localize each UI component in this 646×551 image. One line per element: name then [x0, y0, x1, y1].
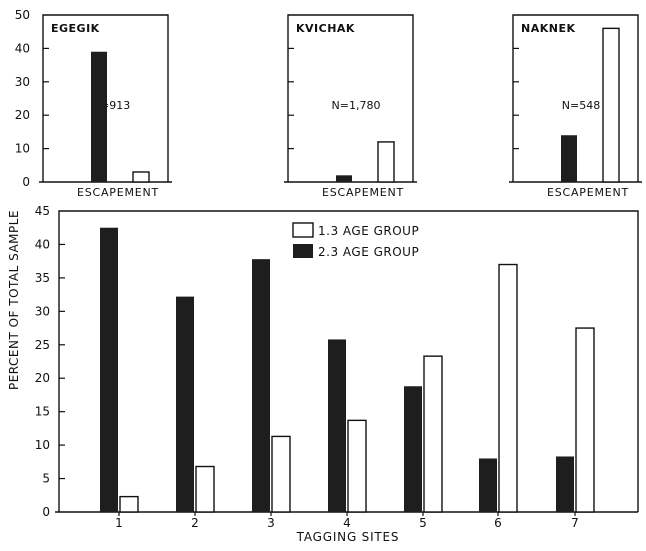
main-frame: [58, 210, 639, 512]
bar-2-3-age-group: [328, 339, 346, 512]
legend-label-2-3: 2.3 AGE GROUP: [318, 245, 419, 259]
main-x-tick-label: 1: [115, 516, 123, 530]
y-axis-label: PERCENT OF TOTAL SAMPLE: [7, 210, 21, 390]
main-x-tick-label: 5: [419, 516, 427, 530]
sample-size-annotation: N=1,780: [332, 99, 381, 112]
panel-y-tick-label: 20: [15, 108, 30, 122]
panel-title: EGEGIK: [51, 22, 100, 35]
main-x-tick-label: 2: [191, 516, 199, 530]
bar-1-3-age-group: [423, 355, 443, 513]
main-y-tick-label: 25: [35, 338, 50, 352]
panel-x-label: ESCAPEMENT: [322, 186, 404, 199]
main-y-tick-label: 15: [35, 405, 50, 419]
main-x-tick-label: 3: [267, 516, 275, 530]
legend-swatch-2-3: [293, 244, 313, 258]
bar-2-3-age-group: [100, 227, 118, 512]
bar-2-3-age-group: [404, 386, 422, 512]
panel-frame: [287, 14, 414, 182]
panel-title: NAKNEK: [521, 22, 576, 35]
bar-1-3-age-group: [498, 263, 518, 513]
bar-1-3-age-group: [119, 495, 139, 513]
main-y-tick-label: 30: [35, 304, 50, 318]
legend-swatch-1-3: [292, 222, 314, 238]
bar-1-3-age-group: [132, 171, 150, 183]
panel-x-label: ESCAPEMENT: [547, 186, 629, 199]
main-y-tick-label: 0: [42, 505, 50, 519]
panel-x-label: ESCAPEMENT: [77, 186, 159, 199]
sample-size-annotation: N=548: [562, 99, 600, 112]
bar-2-3-age-group: [556, 456, 574, 512]
main-y-tick-label: 5: [42, 472, 50, 486]
panel-y-tick-label: 50: [15, 8, 30, 22]
panel-y-tick-label: 0: [22, 175, 30, 189]
bar-1-3-age-group: [377, 141, 395, 183]
bar-1-3-age-group: [271, 435, 291, 513]
main-x-label: TAGGING SITES: [296, 530, 400, 544]
bar-2-3-age-group: [336, 175, 352, 182]
bar-1-3-age-group: [575, 327, 595, 513]
bar-2-3-age-group: [252, 259, 270, 512]
main-x-tick-label: 7: [571, 516, 579, 530]
panel-frame: [42, 14, 169, 182]
bar-1-3-age-group: [347, 419, 367, 513]
main-y-tick-label: 35: [35, 271, 50, 285]
bar-2-3-age-group: [176, 296, 194, 512]
main-y-tick-label: 10: [35, 438, 50, 452]
bar-1-3-age-group: [602, 27, 620, 183]
legend-label-1-3: 1.3 AGE GROUP: [318, 224, 419, 238]
bar-2-3-age-group: [561, 135, 577, 182]
bar-2-3-age-group: [91, 51, 107, 182]
main-y-tick-label: 20: [35, 371, 50, 385]
panel-frame: [512, 14, 639, 182]
main-x-tick-label: 4: [343, 516, 351, 530]
main-x-tick-label: 6: [494, 516, 502, 530]
panel-y-tick-label: 40: [15, 41, 30, 55]
panel-title: KVICHAK: [296, 22, 355, 35]
main-y-tick-label: 45: [35, 204, 50, 218]
bar-1-3-age-group: [195, 465, 215, 513]
panel-y-tick-label: 10: [15, 142, 30, 156]
main-y-tick-label: 40: [35, 237, 50, 251]
bar-2-3-age-group: [479, 458, 497, 512]
panel-y-tick-label: 30: [15, 75, 30, 89]
